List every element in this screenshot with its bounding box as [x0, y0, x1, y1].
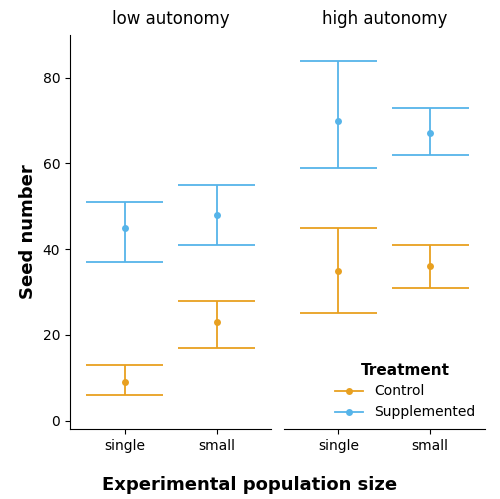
Title: low autonomy: low autonomy	[112, 10, 230, 28]
Title: high autonomy: high autonomy	[322, 10, 447, 28]
Y-axis label: Seed number: Seed number	[19, 165, 37, 299]
Legend: Control, Supplemented: Control, Supplemented	[330, 357, 481, 425]
Text: Experimental population size: Experimental population size	[102, 476, 398, 494]
